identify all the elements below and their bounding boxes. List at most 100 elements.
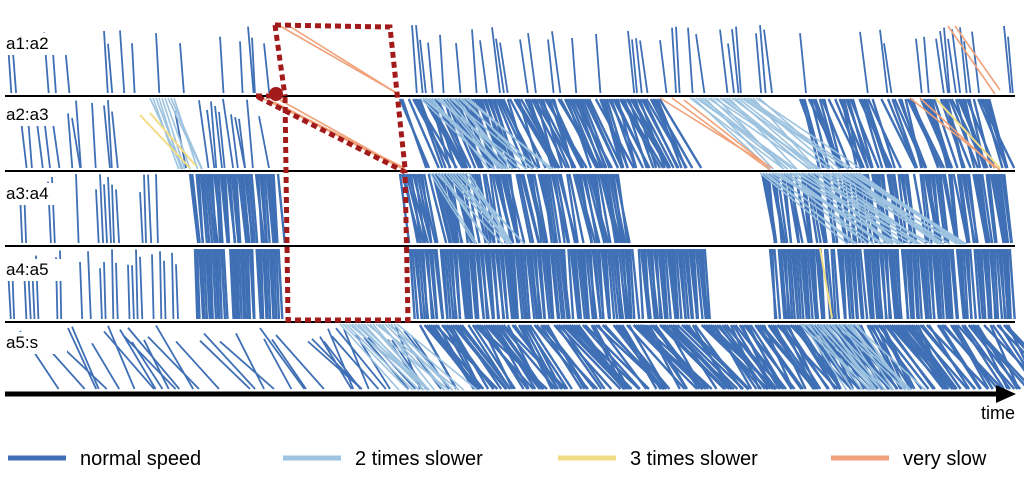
normal-speed-trace (455, 248, 462, 320)
normal-speed-trace (554, 248, 564, 320)
normal-speed-trace (939, 31, 949, 94)
normal-speed-trace (436, 324, 476, 390)
two-times-slower-trace (461, 97, 533, 170)
normal-speed-trace (530, 98, 568, 169)
normal-speed-trace (420, 173, 433, 244)
normal-speed-trace (859, 31, 869, 94)
normal-speed-trace (862, 98, 889, 169)
two-times-slower-trace (728, 97, 798, 170)
normal-speed-trace (584, 248, 595, 320)
normal-speed-trace (403, 173, 419, 244)
normal-speed-trace (323, 341, 362, 390)
normal-speed-trace (155, 324, 194, 390)
two-times-slower-trace (431, 97, 490, 170)
normal-speed-trace (541, 98, 564, 169)
normal-speed-trace (801, 98, 821, 169)
normal-speed-trace (408, 248, 416, 320)
normal-speed-trace (471, 29, 478, 94)
two-times-slower-trace (811, 323, 864, 391)
two-times-slower-trace (446, 97, 509, 170)
normal-speed-trace (995, 248, 1004, 320)
normal-speed-trace (762, 324, 794, 390)
normal-speed-trace (235, 248, 241, 320)
very-slow-trace (671, 97, 771, 171)
normal-speed-trace (215, 173, 222, 244)
two-times-slower-trace (808, 323, 854, 391)
normal-speed-trace (969, 248, 977, 320)
highlight-outline-upper-left (272, 24, 288, 97)
normal-speed-trace (231, 248, 237, 320)
normal-speed-trace (530, 173, 543, 244)
normal-speed-trace (270, 248, 275, 320)
normal-speed-trace (111, 184, 115, 244)
lane-label-background (3, 183, 67, 205)
normal-speed-trace (151, 254, 155, 320)
two-times-slower-trace (453, 172, 513, 245)
normal-speed-trace (955, 248, 965, 320)
normal-speed-trace (808, 248, 818, 320)
lane-label-background (3, 259, 67, 281)
normal-speed-trace (879, 29, 889, 94)
normal-speed-trace (679, 248, 687, 320)
normal-speed-trace (694, 324, 743, 390)
normal-speed-trace (519, 39, 529, 94)
legend-label: normal speed (80, 448, 201, 470)
normal-speed-trace (960, 324, 1006, 390)
two-times-slower-trace (783, 172, 882, 245)
normal-speed-trace (107, 325, 136, 390)
normal-speed-trace (779, 248, 788, 320)
normal-speed-trace (927, 324, 971, 390)
normal-speed-trace (867, 248, 875, 320)
normal-speed-trace (914, 248, 920, 320)
normal-speed-trace (418, 98, 447, 169)
normal-speed-trace (115, 189, 120, 244)
normal-speed-trace (631, 248, 641, 320)
normal-speed-trace (617, 248, 628, 320)
normal-speed-trace (246, 173, 254, 244)
normal-speed-trace (998, 173, 1010, 244)
normal-speed-trace (224, 173, 231, 244)
two-times-slower-trace (734, 97, 818, 170)
normal-speed-trace (903, 248, 909, 320)
normal-speed-trace (407, 98, 440, 169)
legend: normal speed 2 times slower 3 times slower… (8, 448, 987, 470)
normal-speed-trace (621, 324, 662, 390)
normal-speed-trace (944, 248, 952, 320)
normal-speed-trace (881, 248, 888, 320)
normal-speed-trace (631, 39, 638, 94)
normal-speed-trace (217, 173, 224, 244)
normal-speed-trace (981, 98, 1004, 169)
normal-speed-trace (491, 324, 530, 390)
normal-speed-trace (444, 248, 452, 320)
normal-speed-trace (242, 248, 247, 320)
normal-speed-trace (566, 173, 579, 244)
normal-speed-trace (854, 248, 864, 320)
normal-speed-trace (773, 248, 782, 320)
normal-speed-trace (522, 173, 541, 244)
normal-speed-trace (251, 248, 256, 320)
normal-speed-trace (718, 324, 766, 390)
two-times-slower-trace (858, 172, 961, 245)
normal-speed-trace (503, 248, 514, 320)
normal-speed-trace (1005, 324, 1024, 346)
normal-speed-trace (235, 333, 265, 390)
three-times-slower-trace (819, 247, 833, 319)
normal-speed-trace (988, 98, 1009, 169)
normal-speed-trace (111, 111, 119, 169)
normal-speed-trace (619, 324, 658, 390)
two-times-slower-trace (837, 172, 939, 245)
two-times-slower-trace (716, 97, 785, 170)
normal-speed-trace (466, 248, 474, 320)
normal-speed-trace (103, 261, 107, 320)
normal-speed-trace (933, 98, 959, 169)
normal-speed-trace (830, 248, 837, 320)
normal-speed-trace (843, 248, 852, 320)
normal-speed-trace (963, 173, 976, 244)
normal-speed-trace (67, 113, 74, 169)
normal-speed-trace (731, 29, 740, 94)
normal-speed-trace (482, 324, 525, 390)
normal-speed-trace (595, 33, 602, 94)
normal-speed-trace (832, 248, 841, 320)
normal-speed-trace (956, 173, 969, 244)
normal-speed-trace (275, 334, 325, 390)
